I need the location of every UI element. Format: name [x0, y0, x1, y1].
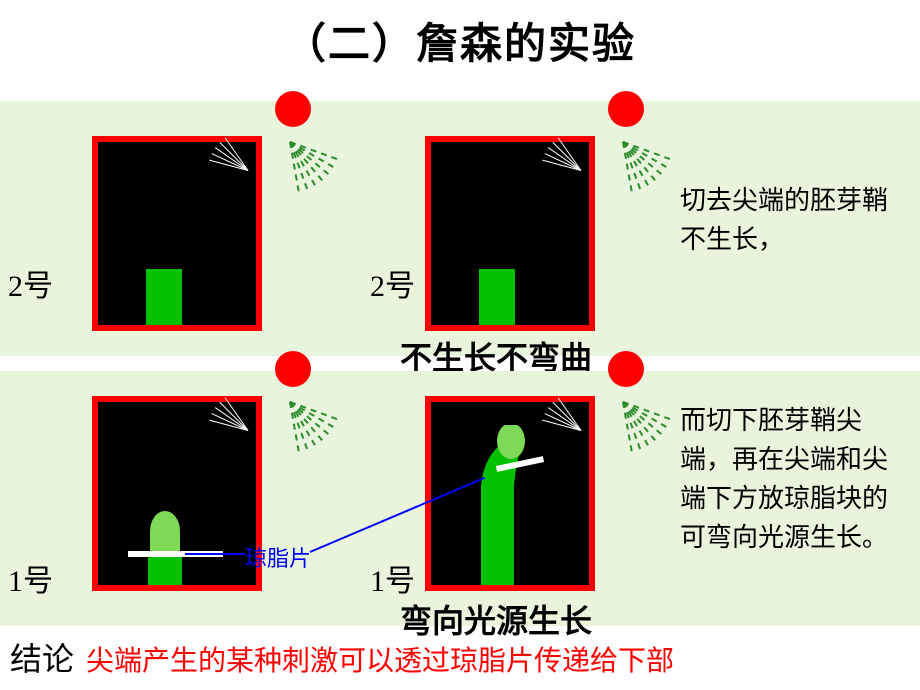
- agar-pointer-left: [185, 553, 245, 555]
- coleoptile-cut: [146, 269, 182, 325]
- label-2-left: 2号: [8, 261, 53, 305]
- diagram-area: 2号 2号 不生长不弯曲 切去尖端的胚芽鞘不生长，: [0, 81, 920, 636]
- coleoptile-tip: [150, 511, 180, 551]
- coleoptile-cut: [479, 269, 515, 325]
- page-title: （二）詹森的实验: [0, 0, 920, 81]
- light-rays: [543, 101, 623, 181]
- label-1-right: 1号: [370, 556, 415, 600]
- light-rays: [210, 361, 290, 441]
- light-rays: [210, 101, 290, 181]
- side-text-top: 切去尖端的胚芽鞘不生长，: [680, 181, 900, 259]
- top-row: 2号 2号 不生长不弯曲 切去尖端的胚芽鞘不生长，: [0, 81, 920, 356]
- bottom-row: 琼脂片 1号 1号 弯向光源生长 而切下胚芽鞘尖端，再在尖端和尖端下方放琼脂块的…: [0, 361, 920, 636]
- label-1-left: 1号: [8, 556, 53, 600]
- agar-label: 琼脂片: [245, 541, 311, 573]
- conclusion-text: 尖端产生的某种刺激可以透过琼脂片传递给下部: [86, 639, 674, 679]
- conclusion-label: 结论: [10, 634, 74, 680]
- side-text-bottom: 而切下胚芽鞘尖端，再在尖端和尖端下方放琼脂块的可弯向光源生长。: [680, 401, 910, 557]
- coleoptile-base: [148, 557, 182, 585]
- conclusion-row: 结论 尖端产生的某种刺激可以透过琼脂片传递给下部: [10, 634, 910, 680]
- light-rays: [543, 361, 623, 441]
- label-2-right: 2号: [370, 261, 415, 305]
